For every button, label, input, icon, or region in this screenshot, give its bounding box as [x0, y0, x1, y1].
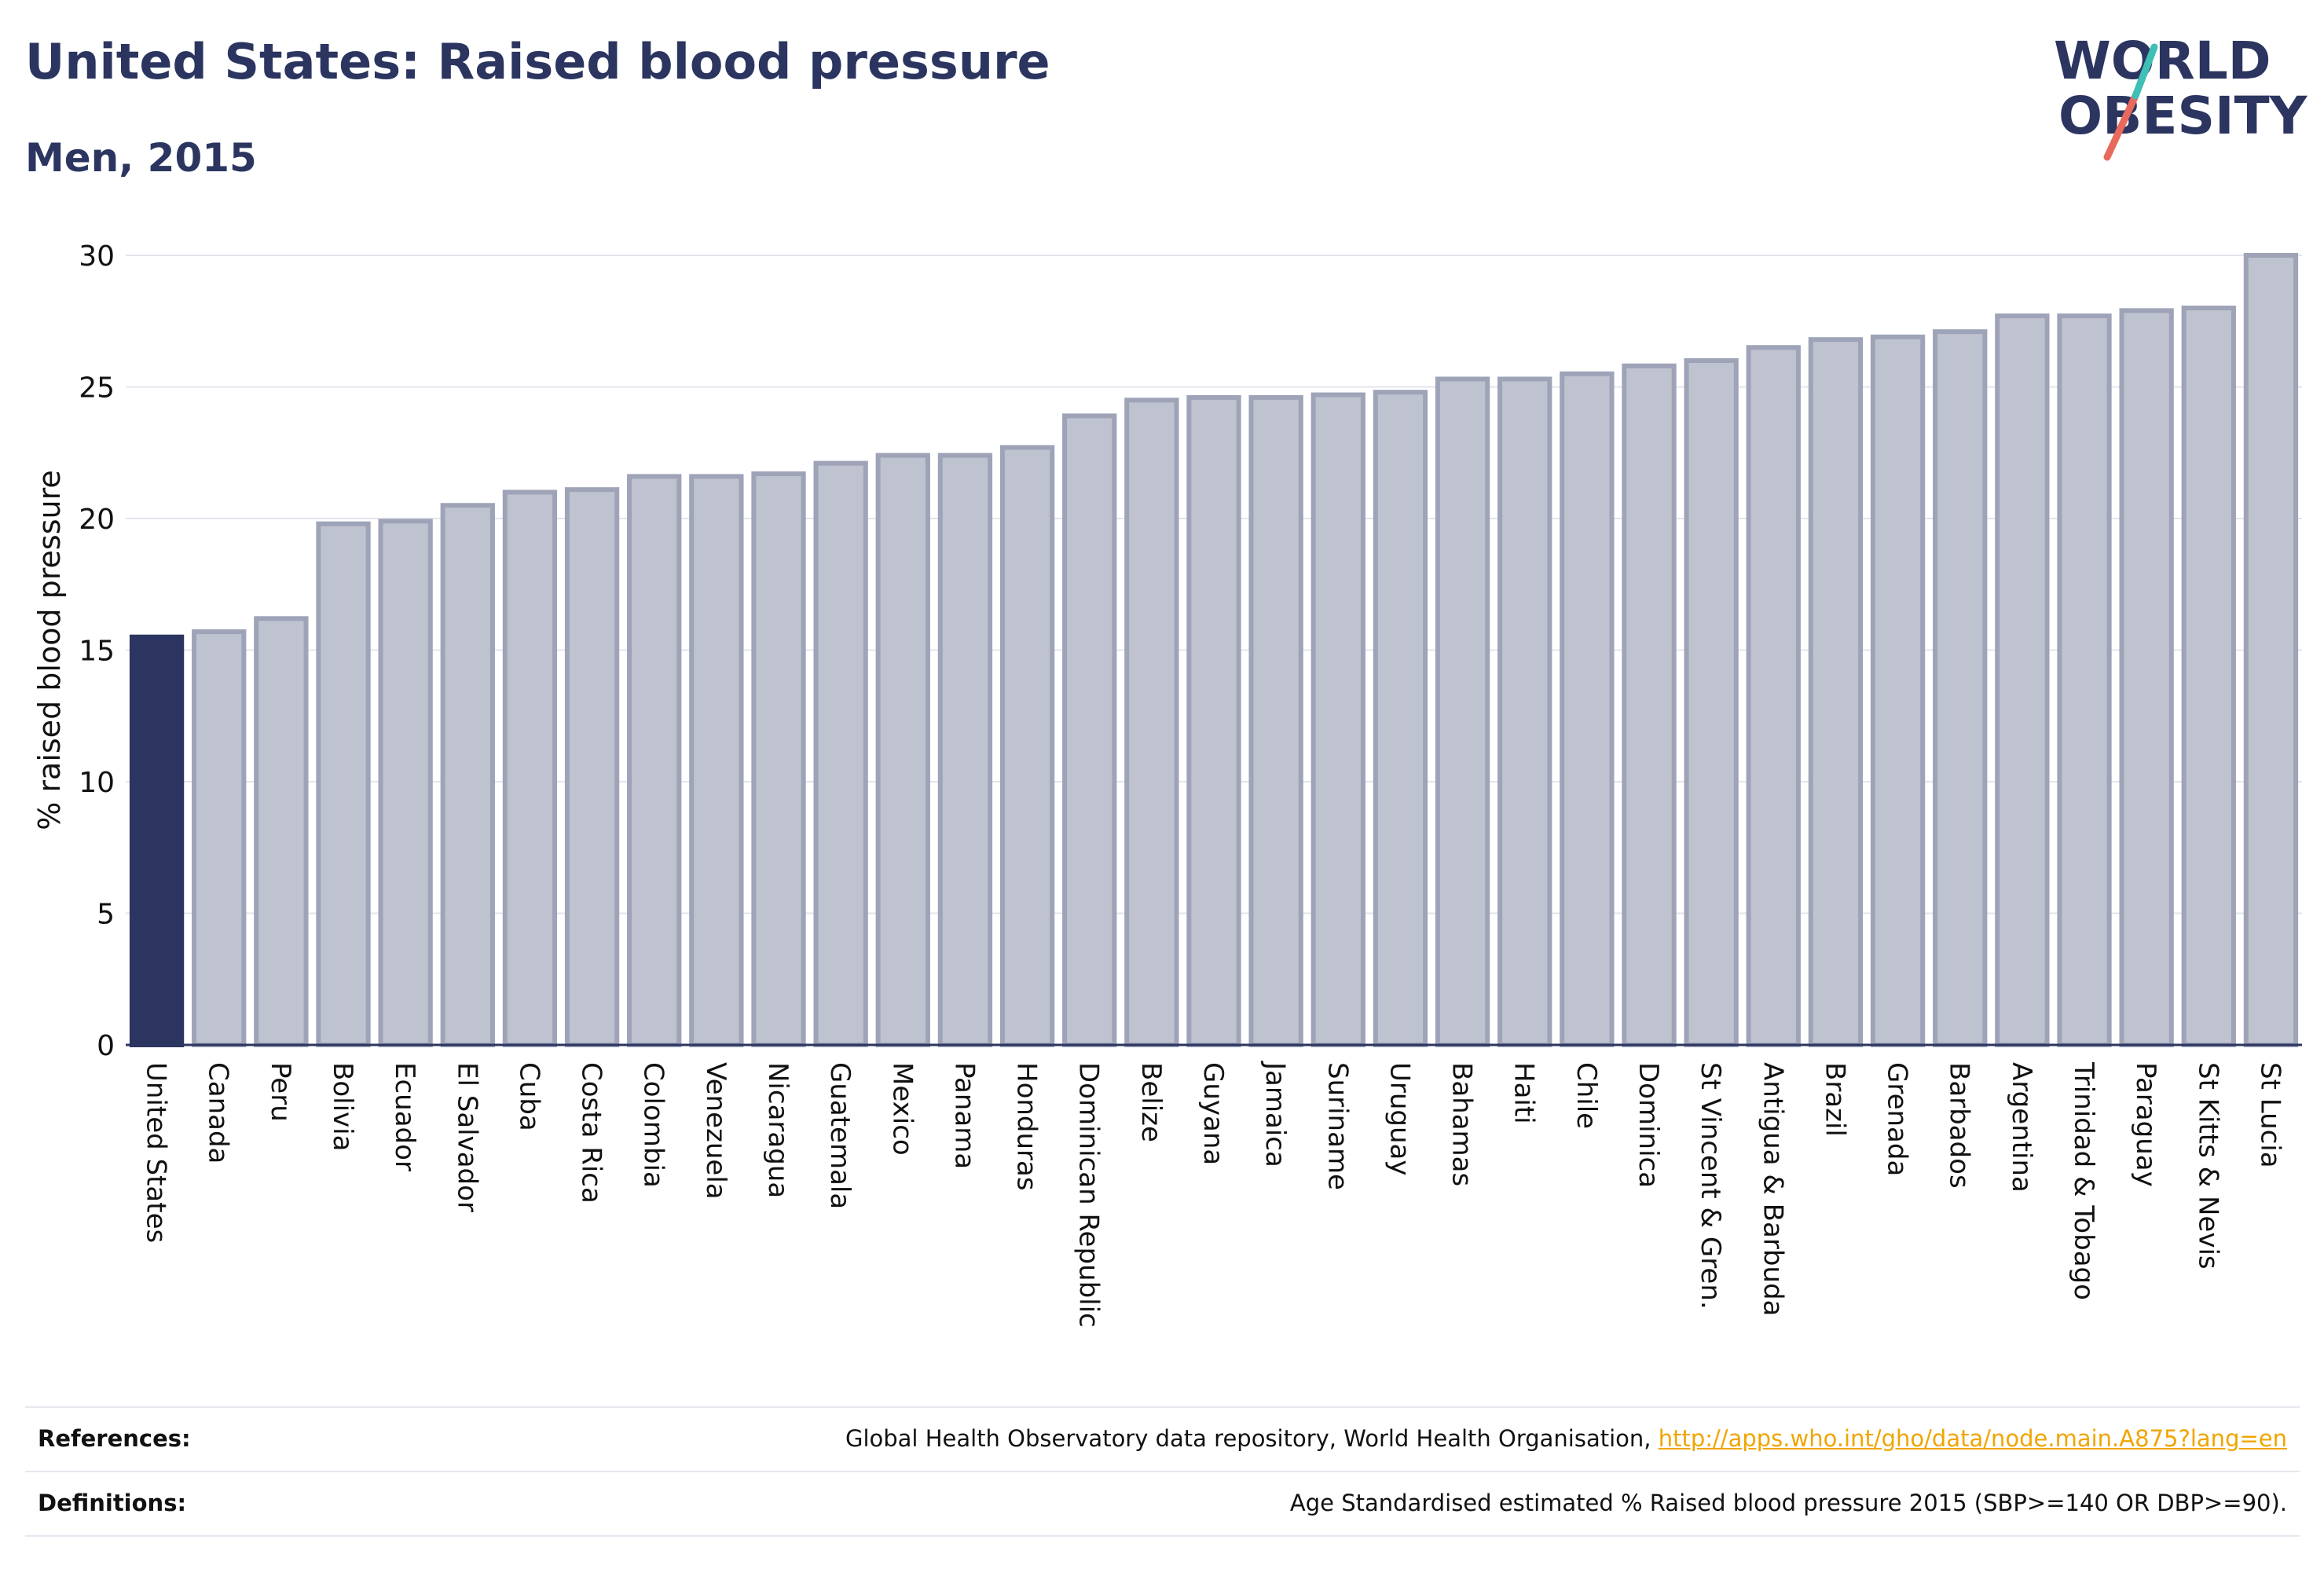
references-link[interactable]: http://apps.who.int/gho/data/node.main.A…: [1658, 1425, 2287, 1452]
x-tick-label: St Kitts & Nevis: [2192, 1062, 2223, 1270]
references-row: References: Global Health Observatory da…: [25, 1406, 2300, 1471]
bar-guyana: [1186, 394, 1241, 1047]
x-tick-label: Chile: [1571, 1062, 1602, 1129]
bar-suriname: [1310, 392, 1365, 1047]
bar-cuba: [502, 489, 558, 1047]
x-tick-label: Venezuela: [700, 1062, 731, 1200]
references-source: Global Health Observatory data repositor…: [845, 1425, 1659, 1452]
y-tick-label: 20: [79, 504, 115, 536]
bar-colombia: [627, 474, 682, 1047]
y-tick-label: 10: [79, 767, 115, 799]
x-tick-label: Peru: [265, 1062, 296, 1122]
x-tick-label: St Vincent & Gren.: [1695, 1062, 1726, 1310]
x-tick-label: Haiti: [1508, 1062, 1540, 1124]
y-axis-ticks: 0 5 10 15 20 25 30: [79, 240, 115, 1062]
bar-antigua-barbuda: [1746, 345, 1801, 1047]
bar-belize: [1124, 398, 1179, 1047]
bar-el-salvador: [440, 503, 495, 1047]
bar-trinidad-tobago: [2057, 313, 2112, 1047]
logo-slash-icon: [2103, 92, 2139, 161]
x-tick-label: Canada: [203, 1062, 234, 1164]
definitions-text: Age Standardised estimated % Raised bloo…: [1289, 1490, 2287, 1516]
references-label: References:: [38, 1425, 191, 1452]
bar-argentina: [1995, 313, 2050, 1047]
y-tick-label: 0: [97, 1030, 115, 1062]
x-axis-ticks: United States Canada Peru Bolivia Ecuador El …: [141, 1061, 2286, 1328]
x-tick-label: Guatemala: [824, 1062, 856, 1209]
x-tick-label: Colombia: [638, 1062, 669, 1188]
x-tick-label: Bahamas: [1446, 1062, 1478, 1186]
x-tick-label: Honduras: [1011, 1062, 1043, 1191]
logo-line1: WORLD: [2054, 31, 2271, 91]
bar-bolivia: [316, 521, 371, 1047]
x-tick-label: United States: [141, 1062, 172, 1243]
x-tick-label: Suriname: [1321, 1062, 1353, 1190]
x-tick-label: Uruguay: [1384, 1062, 1415, 1176]
definitions-label: Definitions:: [38, 1490, 187, 1516]
y-axis-label: % raised blood pressure: [32, 470, 67, 830]
world-obesity-logo: WORLD OBESITY: [2054, 31, 2308, 161]
x-tick-label: Antigua & Barbuda: [1757, 1062, 1788, 1316]
x-tick-label: Nicaragua: [762, 1062, 794, 1198]
bar-panama: [937, 453, 993, 1047]
bar-costa-rica: [564, 487, 620, 1047]
logo-slash-icon-top: [2132, 43, 2158, 100]
x-tick-label: Bolivia: [327, 1062, 358, 1151]
x-tick-label: Paraguay: [2130, 1062, 2161, 1187]
x-tick-label: Costa Rica: [576, 1062, 607, 1204]
bar-dominican-republic: [1062, 413, 1117, 1047]
x-tick-label: Mexico: [886, 1062, 918, 1156]
bar-st-vincent-gren-: [1684, 358, 1739, 1047]
logo-line2: OBESITY: [2058, 86, 2308, 146]
x-tick-label: Argentina: [2006, 1062, 2037, 1193]
bar-bahamas: [1435, 376, 1490, 1047]
x-tick-label: Barbados: [1944, 1062, 1975, 1189]
bar-ecuador: [378, 519, 433, 1047]
x-tick-label: Belize: [1135, 1062, 1167, 1142]
x-tick-label: Dominican Republic: [1073, 1062, 1105, 1328]
x-tick-label: Cuba: [513, 1062, 544, 1131]
x-tick-label: Grenada: [1882, 1062, 1913, 1176]
x-tick-label: Guyana: [1197, 1062, 1229, 1165]
bar-dominica: [1622, 363, 1677, 1047]
bar-guatemala: [813, 460, 868, 1047]
x-tick-label: St Lucia: [2254, 1062, 2286, 1168]
bar-canada: [192, 629, 247, 1047]
x-tick-label: Brazil: [1819, 1062, 1850, 1137]
references-text: Global Health Observatory data repositor…: [845, 1425, 2287, 1452]
bar-paraguay: [2119, 308, 2174, 1048]
bar-united-states: [129, 634, 185, 1047]
x-tick-label: El Salvador: [451, 1062, 482, 1212]
bar-haiti: [1497, 376, 1552, 1047]
bar-jamaica: [1248, 394, 1303, 1047]
definitions-row: Definitions: Age Standardised estimated …: [25, 1471, 2300, 1537]
x-tick-label: Ecuador: [389, 1062, 420, 1171]
bar-st-lucia: [2243, 253, 2299, 1047]
x-tick-label: Panama: [948, 1062, 980, 1169]
y-tick-label: 30: [79, 240, 115, 273]
bar-peru: [254, 616, 309, 1047]
bar-mexico: [875, 453, 930, 1047]
x-tick-label: Trinidad & Tobago: [2068, 1061, 2099, 1300]
bar-chile: [1560, 371, 1615, 1047]
x-tick-label: Jamaica: [1259, 1061, 1291, 1167]
y-tick-label: 25: [79, 372, 115, 405]
bars: [129, 253, 2299, 1048]
bar-nicaragua: [751, 471, 806, 1047]
bar-grenada: [1870, 334, 1926, 1048]
chart-subtitle: Men, 2015: [25, 135, 257, 181]
x-tick-label: Dominica: [1633, 1062, 1664, 1188]
y-tick-label: 15: [79, 636, 115, 668]
bar-venezuela: [689, 474, 744, 1047]
bar-st-kitts-nevis: [2181, 306, 2236, 1047]
bar-honduras: [999, 445, 1055, 1047]
bar-brazil: [1808, 337, 1864, 1047]
y-tick-label: 5: [97, 899, 115, 931]
bar-uruguay: [1373, 390, 1428, 1047]
chart-title: United States: Raised blood pressure: [25, 33, 1050, 90]
bar-barbados: [1933, 329, 1988, 1047]
bar-chart: 0 5 10 15 20 25 30 United States Canada Peru Boli…: [32, 240, 2302, 1328]
